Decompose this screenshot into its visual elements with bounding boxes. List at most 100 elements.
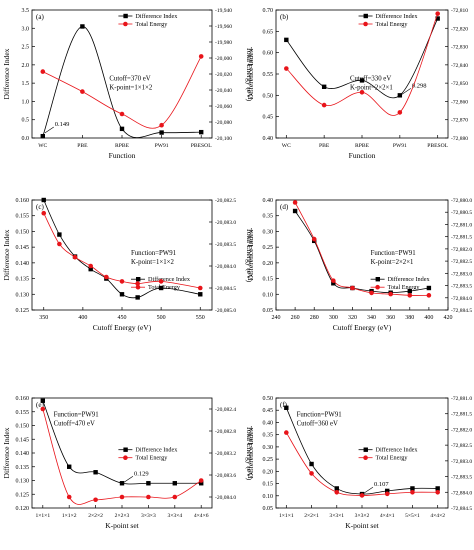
- y2-tick-label: -20,084.0: [215, 495, 236, 501]
- difference-index-point: [119, 126, 125, 132]
- x-tick-label: WC: [38, 143, 47, 149]
- difference-index-point: [359, 78, 365, 83]
- legend-label: Difference Index: [135, 13, 178, 20]
- x-tick-label: 320: [348, 315, 357, 321]
- total-energy-point: [146, 494, 151, 500]
- legend-label: Difference Index: [376, 13, 419, 20]
- y2-tick-label: -72,882.0: [451, 247, 472, 253]
- difference-index-point: [119, 292, 125, 297]
- total-energy-point: [93, 497, 98, 503]
- x-tick-label: 400: [78, 315, 87, 321]
- y-tick-label: 1.5: [22, 81, 30, 87]
- y-tick-label: 0.10: [263, 292, 274, 298]
- x-tick-label: 300: [329, 315, 338, 321]
- y-tick-label: 0.05: [263, 308, 274, 314]
- y2-tick-label: -72,840: [451, 63, 468, 69]
- x-tick-label: 240: [272, 315, 281, 321]
- panel-label: (b): [280, 13, 289, 21]
- plot-frame: [275, 9, 449, 139]
- legend-label: Difference Index: [376, 447, 419, 454]
- panel-label: (d): [280, 203, 289, 211]
- y2-tick-label: -20,082.8: [215, 429, 236, 435]
- legend-marker: [136, 277, 141, 282]
- min-callout-line: [123, 476, 134, 483]
- total-energy-point: [198, 478, 204, 483]
- y-tick-label: 0.15: [263, 277, 274, 283]
- x-tick-label: 4×4×2: [430, 513, 445, 519]
- total-energy-point: [359, 89, 365, 95]
- y2-tick-label: -72,880: [451, 136, 468, 142]
- difference-index-point: [410, 486, 415, 491]
- y2-tick-label: -20,082.4: [215, 407, 236, 413]
- total-energy-point: [172, 494, 178, 500]
- total-energy-point: [119, 494, 125, 500]
- y-tick-label: 0.35: [263, 433, 274, 439]
- y2-tick-label: -20,020: [215, 72, 232, 78]
- legend-label: Difference Index: [135, 447, 178, 454]
- x-tick-label: 2×2×1: [304, 513, 319, 519]
- y-tick-label: 0.120: [16, 506, 30, 512]
- difference-index-point: [292, 208, 298, 214]
- y-tick-label: 0.40: [263, 136, 274, 142]
- legend-label: Difference Index: [148, 276, 191, 283]
- difference-index-point: [331, 281, 336, 286]
- x-tick-label: WC: [282, 143, 291, 149]
- x-tick-label: 4×4×6: [194, 513, 209, 519]
- min-callout-label: 0.129: [134, 470, 149, 477]
- annotation-text: Cutoff=470 eV: [54, 421, 95, 428]
- y-tick-label: 0.155: [16, 410, 30, 416]
- total-energy-point: [284, 430, 289, 435]
- y-tick-label: 2.5: [22, 45, 30, 51]
- panel-label: (e): [36, 401, 44, 409]
- total-energy-point: [159, 122, 164, 128]
- y-tick-label: 0.125: [16, 308, 30, 314]
- total-energy-point: [350, 285, 355, 291]
- y2-tick-label: -72,883.0: [451, 271, 472, 277]
- x-tick-label: 400: [424, 315, 433, 321]
- difference-index-point: [321, 84, 327, 89]
- x-tick-label: 5×5×1: [405, 513, 420, 519]
- difference-index-point: [93, 470, 98, 475]
- y2-tick-label: -72,884.0: [451, 296, 472, 302]
- x-tick-label: 3×3×1: [329, 513, 344, 519]
- y2-axis-label: Total Energy (eV): [245, 47, 254, 102]
- legend-marker: [123, 13, 128, 19]
- panel-a: WC PBE RPBE PW91 PBESOL 0.0 0.5 1.0 1.5 2.0 2.5 3.0…: [2, 8, 254, 160]
- difference-index-point: [199, 481, 204, 486]
- y-tick-label: 0.15: [263, 482, 274, 488]
- x-tick-label: PBESOL: [191, 143, 212, 149]
- difference-index-point: [426, 285, 432, 291]
- y2-tick-label: -72,883.0: [451, 459, 472, 465]
- total-energy-point: [72, 254, 78, 260]
- x-tick-label: PBE: [319, 143, 330, 149]
- legend-marker: [363, 447, 368, 452]
- total-energy-point: [119, 111, 125, 117]
- legend-label: Total Energy: [135, 455, 168, 462]
- y2-tick-label: -72,884.5: [451, 308, 472, 314]
- difference-index-point: [172, 481, 177, 486]
- y2-tick-label: -72,870: [451, 118, 468, 124]
- y2-tick-label: -72,882.0: [451, 427, 472, 433]
- x-tick-label: 450: [118, 315, 127, 321]
- annotation-text: Function=PW91: [131, 250, 176, 257]
- difference-index-point: [159, 130, 164, 135]
- min-callout-line: [401, 88, 412, 95]
- x-tick-label: 500: [157, 315, 166, 321]
- y-tick-label: 0.40: [263, 198, 274, 204]
- total-energy-point: [435, 11, 440, 16]
- y-tick-label: 0.125: [16, 492, 30, 498]
- x-axis-label: Function: [349, 151, 376, 160]
- panel-e: 1×1×1 1×1×2 2×2×2 2×2×3 3×3×3 3×3×4 4×4×6 0.120…: [2, 396, 254, 530]
- legend-marker: [363, 21, 368, 27]
- total-energy-point: [331, 278, 336, 283]
- y-tick-label: 3.0: [22, 26, 30, 32]
- difference-index-point: [80, 24, 85, 29]
- y-axis-label: Difference Index: [2, 48, 11, 99]
- x-axis-label: K-point set: [345, 521, 379, 530]
- legend-marker: [375, 277, 380, 282]
- y-tick-label: 0.50: [263, 396, 274, 402]
- x-tick-label: 1×1×1: [35, 513, 50, 519]
- difference-index-point: [41, 197, 46, 203]
- difference-index-point: [198, 292, 203, 297]
